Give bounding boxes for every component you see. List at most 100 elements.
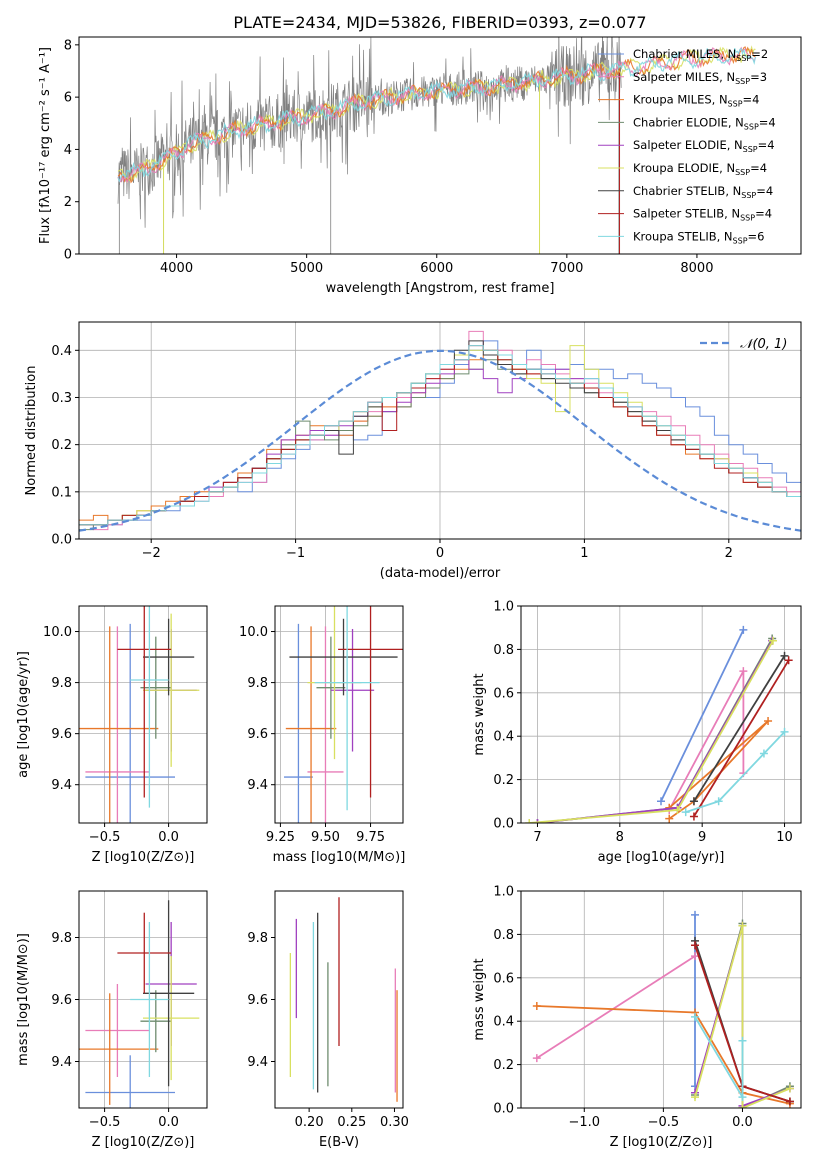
y-tick-label: 0.4 <box>51 344 72 359</box>
weight-marker <box>665 814 674 823</box>
weight-marker <box>657 797 665 806</box>
histogram-step <box>79 359 801 526</box>
y-tick-label: 9.4 <box>51 1055 72 1070</box>
y-tick-label: 10.0 <box>239 625 268 640</box>
x-tick-label: 9.50 <box>311 830 340 845</box>
x-tick-label: 0.0 <box>158 1115 179 1130</box>
weight-marker <box>738 1104 747 1108</box>
x-tick-label: 7000 <box>550 261 583 276</box>
x-axis-label: wavelength [Angstrom, rest frame] <box>326 281 555 296</box>
panel-z-age: −0.5 0.0 9.4 9.6 9.8 10.0 Z [log10(Z/Z⊙)] age [… <box>16 605 208 865</box>
legend-label: Chabrier STELIB, NSSP=4 <box>633 184 773 200</box>
legend-text: Salpeter ELODIE, N <box>633 138 743 152</box>
axes-frame <box>520 890 802 1109</box>
weight-marker <box>784 656 793 665</box>
y-tick-label: 9.6 <box>51 727 72 742</box>
weight-marker <box>738 1036 747 1045</box>
legend-label: Chabrier MILES, NSSP=2 <box>633 47 768 63</box>
model-spectrum-line <box>117 48 757 183</box>
legend-suffix: =4 <box>750 161 767 175</box>
y-tick-label: 0.8 <box>493 928 514 943</box>
weight-line <box>685 731 786 813</box>
legend-label: Kroupa MILES, NSSP=4 <box>633 93 759 109</box>
weight-line <box>693 655 786 802</box>
weight-marker <box>691 910 700 919</box>
legend-subscript: SSP <box>735 77 750 86</box>
y-tick-label: 0.8 <box>493 643 514 658</box>
x-tick-label: −1 <box>286 546 305 561</box>
weight-marker <box>764 717 773 726</box>
histogram-step <box>79 330 801 531</box>
axes-frame <box>274 890 404 1109</box>
y-axis-label: Flux [fλ10⁻¹⁷ erg cm⁻² s⁻¹ A⁻¹] <box>38 47 53 244</box>
weight-marker <box>759 749 768 758</box>
weight-marker <box>673 805 682 814</box>
y-axis-label: Normed distribution <box>24 366 39 496</box>
weight-marker <box>691 1012 700 1021</box>
y-tick-label: 0.6 <box>493 971 514 986</box>
x-axis-label: Z [log10(Z/Z⊙)] <box>92 1135 195 1150</box>
x-tick-label: −0.5 <box>648 1115 680 1130</box>
y-axis-label: mass weight <box>472 958 487 1040</box>
x-tick-label: 8000 <box>680 261 713 276</box>
model-spectrum-line <box>117 46 756 184</box>
x-tick-label: 0.30 <box>380 1115 409 1130</box>
y-tick-label: 1.0 <box>493 600 514 615</box>
legend-text: Salpeter MILES, N <box>633 70 735 84</box>
weight-marker <box>780 727 789 736</box>
chart-title: PLATE=2434, MJD=53826, FIBERID=0393, z=0… <box>233 13 646 32</box>
weight-marker <box>681 808 690 817</box>
x-axis-label: (data-model)/error <box>380 566 501 581</box>
histogram-step <box>79 354 801 521</box>
x-tick-label: 6000 <box>420 261 453 276</box>
x-axis-label: age [log10(age/yr)] <box>598 850 725 865</box>
legend-subscript: SSP <box>733 236 748 245</box>
legend-text: Salpeter STELIB, N <box>633 207 740 221</box>
x-tick-label: 0 <box>436 546 444 561</box>
x-tick-label: 9.75 <box>356 830 385 845</box>
y-tick-label: 9.4 <box>247 1055 268 1070</box>
axes-frame <box>78 605 208 824</box>
legend-text: Chabrier STELIB, N <box>633 184 741 198</box>
y-axis-label: mass weight <box>472 673 487 755</box>
y-tick-label: 0.2 <box>493 773 514 788</box>
x-axis-label: Z [log10(Z/Z⊙)] <box>92 850 195 865</box>
weight-marker <box>769 636 777 645</box>
legend-label: Kroupa STELIB, NSSP=6 <box>633 229 764 245</box>
axes-frame <box>520 605 802 824</box>
normal-curve <box>79 349 801 532</box>
axes-frame <box>78 890 208 1109</box>
legend-suffix: =4 <box>758 138 775 152</box>
x-tick-label: −2 <box>142 546 161 561</box>
weight-marker <box>714 797 723 806</box>
legend-text: Kroupa STELIB, N <box>633 229 733 243</box>
x-tick-label: 4000 <box>160 261 193 276</box>
x-tick-label: 7 <box>533 830 541 845</box>
x-tick-label: −0.5 <box>89 1115 121 1130</box>
legend-subscript: SSP <box>740 214 755 223</box>
y-tick-label: 0.1 <box>51 485 72 500</box>
x-tick-label: 2 <box>725 546 733 561</box>
legend-text: Kroupa MILES, N <box>633 93 728 107</box>
weight-marker <box>689 812 698 821</box>
y-axis-label: age [log10(age/yr)] <box>16 651 31 778</box>
plot-area <box>532 910 794 1108</box>
x-tick-label: 0.20 <box>295 1115 324 1130</box>
plot-area <box>525 625 793 823</box>
legend-subscript: SSP <box>736 54 751 63</box>
legend-subscript: SSP <box>735 168 750 177</box>
histogram-step <box>79 345 801 526</box>
legend-subscript: SSP <box>741 191 756 200</box>
legend-subscript: SSP <box>728 100 743 109</box>
y-tick-label: 9.6 <box>247 993 268 1008</box>
weight-marker <box>739 667 748 676</box>
weight-marker <box>691 952 700 961</box>
weight-marker <box>785 1084 794 1093</box>
y-axis-label: mass [log10(M/M⊙)] <box>16 933 31 1066</box>
axes-frame <box>274 605 404 824</box>
legend-label: Salpeter MILES, NSSP=3 <box>633 70 767 86</box>
panel-age-weight: 7 8 9 10 0.0 0.2 0.4 0.6 0.8 1.0 age [log10(age/yr… <box>472 600 802 865</box>
x-tick-label: 9 <box>698 830 706 845</box>
y-tick-label: 0.2 <box>493 1058 514 1073</box>
plot-area <box>79 606 200 823</box>
